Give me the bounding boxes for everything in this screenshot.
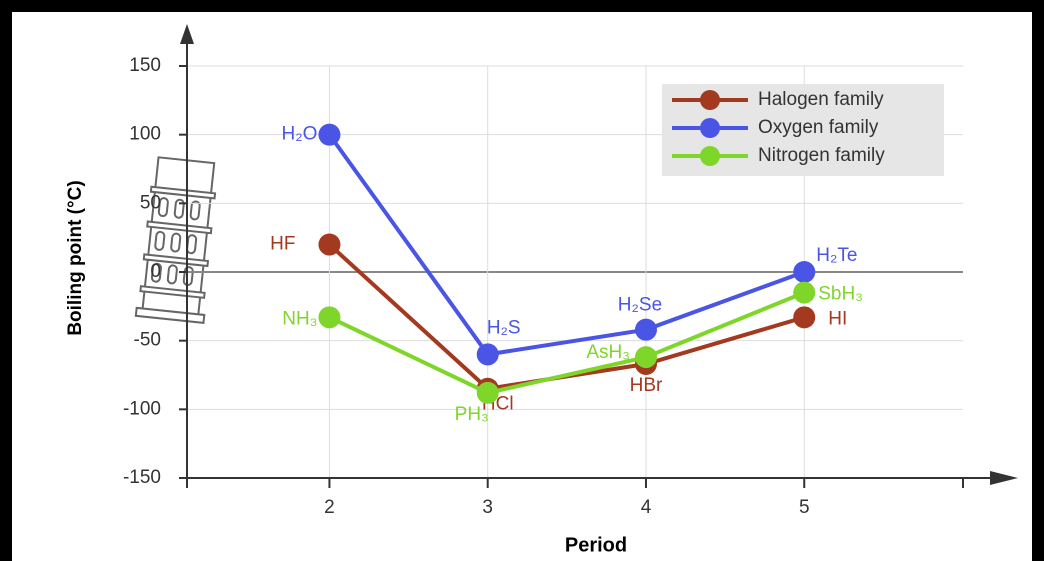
series-line xyxy=(328,243,805,391)
point-label: NH₃ xyxy=(282,308,317,329)
point xyxy=(476,343,499,366)
y-tick-label: -100 xyxy=(123,398,161,419)
point-label: HBr xyxy=(630,375,663,396)
y-tick-label: 50 xyxy=(140,192,161,213)
y-axis-arrow xyxy=(180,24,194,44)
x-axis-label: Period xyxy=(565,534,627,556)
y-tick-label: -150 xyxy=(123,467,161,488)
y-axis-label: Boiling point (°C) xyxy=(65,180,86,335)
point xyxy=(318,306,341,329)
y-tick-label: 0 xyxy=(150,261,161,282)
point-label: HF xyxy=(270,234,295,255)
legend-marker xyxy=(700,146,720,166)
legend-marker xyxy=(700,90,720,110)
point-label: H₂Se xyxy=(618,295,662,316)
point-label: H₂S xyxy=(487,317,521,338)
legend: Halogen family Oxygen family Nitrogen fami… xyxy=(662,84,944,176)
x-tick-label: 4 xyxy=(641,497,652,518)
legend-label: Halogen family xyxy=(758,89,884,110)
point xyxy=(634,318,657,341)
point-label: H₂Te xyxy=(816,245,857,266)
legend-label: Oxygen family xyxy=(758,117,879,138)
point xyxy=(793,306,816,329)
point-label: SbH₃ xyxy=(818,284,863,305)
y-tick-label: 150 xyxy=(129,55,161,76)
legend-label: Nitrogen family xyxy=(758,145,885,166)
point xyxy=(318,123,341,146)
x-tick-label: 3 xyxy=(482,497,493,518)
point-label: AsH₃ xyxy=(586,342,630,363)
point-label: HI xyxy=(828,308,847,329)
x-axis-arrow xyxy=(990,471,1018,485)
series-line xyxy=(328,290,806,395)
point xyxy=(634,346,657,369)
legend-marker xyxy=(700,118,720,138)
point-label: PH₃ xyxy=(455,404,489,425)
y-tick-label: 100 xyxy=(129,124,161,145)
tower-icon xyxy=(134,156,217,325)
point xyxy=(476,381,499,404)
point-label: H₂O xyxy=(282,124,318,145)
series-line xyxy=(327,133,805,357)
point xyxy=(318,233,341,256)
x-tick-label: 2 xyxy=(324,497,335,518)
x-tick-label: 5 xyxy=(799,497,810,518)
y-tick-label: -50 xyxy=(134,330,161,351)
point xyxy=(793,261,816,283)
point xyxy=(793,281,816,304)
